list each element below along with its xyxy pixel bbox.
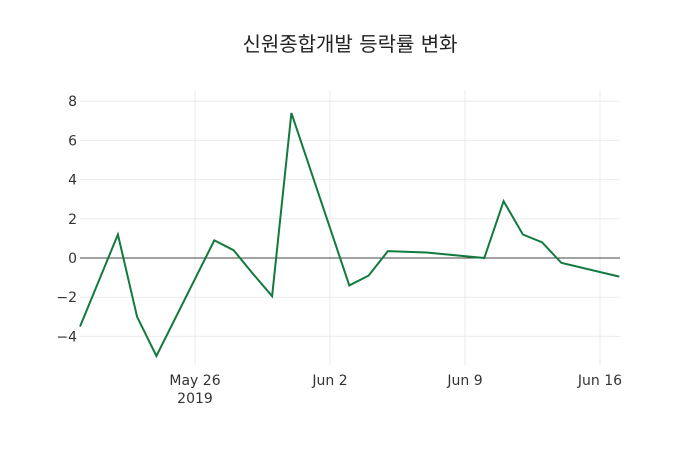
y-tick-label: −4 [56, 329, 77, 345]
x-tick-label: Jun 2 [311, 373, 347, 389]
chart-title: 신원종합개발 등락률 변화 [242, 32, 458, 56]
y-tick-label: 6 [68, 133, 77, 149]
gridlines [80, 90, 620, 365]
y-tick-label: −2 [56, 290, 77, 306]
x-tick-label: May 26 [169, 373, 220, 389]
y-tick-label: 0 [68, 251, 77, 267]
y-tick-label: 2 [68, 212, 77, 228]
x-tick-label: Jun 9 [446, 373, 482, 389]
axes: −4 −2 0 2 4 6 8 May 26 2019 Jun 2 Jun 9 Jun 16 [56, 94, 622, 407]
x-tick-label: Jun 16 [577, 373, 622, 389]
y-tick-label: 8 [68, 94, 77, 110]
x-tick-year: 2019 [177, 391, 213, 407]
data-line [79, 112, 620, 359]
y-tick-label: 4 [68, 173, 77, 189]
